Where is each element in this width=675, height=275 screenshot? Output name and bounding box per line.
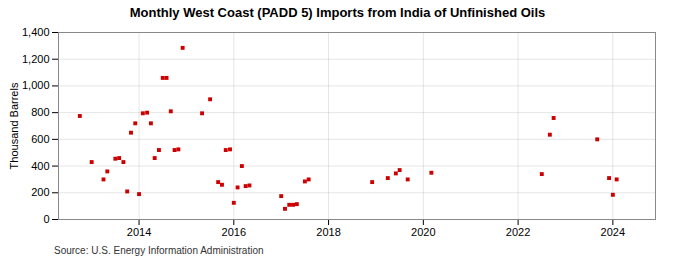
svg-text:2022: 2022 [506, 226, 530, 238]
svg-text:2016: 2016 [222, 226, 246, 238]
html-text:Source: U.S. Energy Informatio: Source: U.S. Energy Information Administ… [54, 245, 264, 256]
svg-text:1,200: 1,200 [22, 53, 50, 65]
svg-text:1,000: 1,000 [22, 79, 50, 91]
svg-text:200: 200 [31, 186, 49, 198]
svg-text:2020: 2020 [411, 226, 435, 238]
svg-text:0: 0 [43, 213, 49, 225]
svg-text:1,400: 1,400 [22, 26, 50, 38]
html-text:Monthly West Coast (PADD 5) Im: Monthly West Coast (PADD 5) Imports from… [129, 5, 546, 20]
svg-text:400: 400 [31, 160, 49, 172]
svg-text:600: 600 [31, 133, 49, 145]
svg-text:2024: 2024 [601, 226, 625, 238]
svg-text:800: 800 [31, 106, 49, 118]
svg-text:2018: 2018 [316, 226, 340, 238]
svg-text:2014: 2014 [127, 226, 151, 238]
svg-text:Thousand Barrels: Thousand Barrels [8, 82, 20, 169]
